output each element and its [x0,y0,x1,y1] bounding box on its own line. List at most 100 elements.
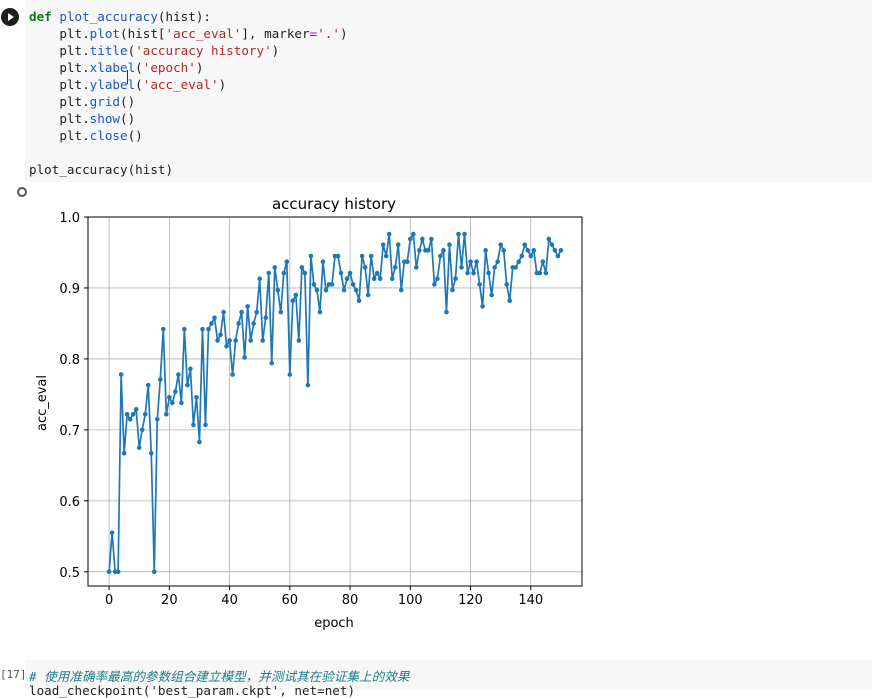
code-token: ( [135,60,143,75]
code-token: () [127,128,143,143]
data-point [323,287,329,293]
series-line-acc-eval [108,231,562,573]
code-line: plt.plot(hist['acc_eval'], marker='.') [29,25,348,42]
data-point [486,270,491,276]
data-point [411,231,416,237]
data-point [278,309,284,315]
data-point [290,298,296,304]
chart-grid [88,216,582,586]
data-point [498,242,503,247]
data-point [127,416,133,422]
data-point [489,292,494,298]
code-token: grid [89,94,121,109]
code-token: 'acc_eval' [165,26,242,41]
data-point [495,259,500,265]
code-token: plot_accuracy [59,9,158,24]
data-point [507,298,513,304]
code-token: title [89,43,128,58]
code-cell-load-checkpoint[interactable]: # 使用准确率最高的参数组合建立模型，并测试其在验证集上的效果 load_che… [25,660,872,698]
code-token: (hist[ [120,26,166,41]
data-point [468,259,473,265]
data-point [142,411,148,417]
code-cell-plot-accuracy[interactable]: def plot_accuracy(hist): plt.plot(hist['… [25,0,872,182]
data-point [377,276,383,282]
data-point [462,231,467,237]
data-point [383,253,389,259]
code-comment: # 使用准确率最高的参数组合建立模型，并测试其在验证集上的效果 [29,669,410,684]
x-tick-label: 120 [458,593,483,608]
data-point [438,253,443,259]
data-point [338,270,344,276]
data-point [558,248,564,253]
data-point [139,427,145,433]
code-token: () [120,94,136,109]
y-tick-label: 0.9 [59,282,80,297]
data-point [546,236,552,242]
data-point [124,411,130,417]
data-point [432,282,437,287]
data-point [173,389,178,394]
data-point [549,242,555,247]
code-token: ylabel [89,77,136,92]
data-point [182,326,187,332]
y-tick-label: 0.5 [59,566,80,581]
code-token: '.' [317,26,340,41]
data-point [350,282,356,287]
data-point [441,248,446,253]
data-point [395,242,401,247]
data-point [513,265,519,270]
code-editor[interactable]: def plot_accuracy(hist): plt.plot(hist['… [29,8,348,178]
data-point [263,315,269,321]
data-point [528,253,534,259]
code-token: plt. [29,111,90,126]
data-point [531,248,537,253]
chart-xlabel: epoch [314,616,354,631]
code-line: plt.xlabel('epoch') [29,59,348,76]
data-point [254,309,259,315]
code-line: plt.ylabel('acc_eval') [29,76,348,93]
code-token [29,145,37,160]
data-point [245,304,250,309]
code-token: 'accuracy history' [135,43,272,58]
data-point [242,355,247,360]
data-point [191,422,196,428]
output-options-icon[interactable] [17,187,27,197]
run-cell-icon[interactable] [1,8,19,26]
data-point [317,309,323,315]
data-point [284,259,290,265]
code-token: ) [218,77,227,92]
chart-title: accuracy history [272,195,396,213]
data-point [203,422,208,428]
code-token: xlabel [89,60,136,75]
code-token: plt. [29,128,90,143]
code-token: 'epoch' [142,60,196,75]
data-point [161,326,166,332]
data-point [501,248,506,253]
code-token: ( [127,43,136,58]
data-point [167,394,172,400]
y-tick-label: 0.6 [59,495,80,510]
code-token: def [29,9,52,24]
data-point [320,259,326,265]
data-point [311,282,317,287]
code-token: show [89,111,121,126]
data-point [188,366,193,372]
data-point [555,253,561,259]
code-line: plot_accuracy(hist) [29,161,348,178]
data-point [200,326,205,332]
data-point [389,276,395,282]
data-point [185,382,190,388]
x-tick-label: 20 [161,593,178,608]
data-point [444,309,449,315]
data-point [456,231,461,237]
data-point [414,265,419,270]
data-point [359,253,365,259]
data-point [314,287,320,293]
x-tick-label: 100 [398,593,423,608]
code-token: ) [339,26,348,41]
data-point [450,287,455,293]
execution-count: [17] [0,668,27,681]
x-tick-label: 40 [221,593,238,608]
data-point [420,236,425,242]
data-point [408,236,413,242]
